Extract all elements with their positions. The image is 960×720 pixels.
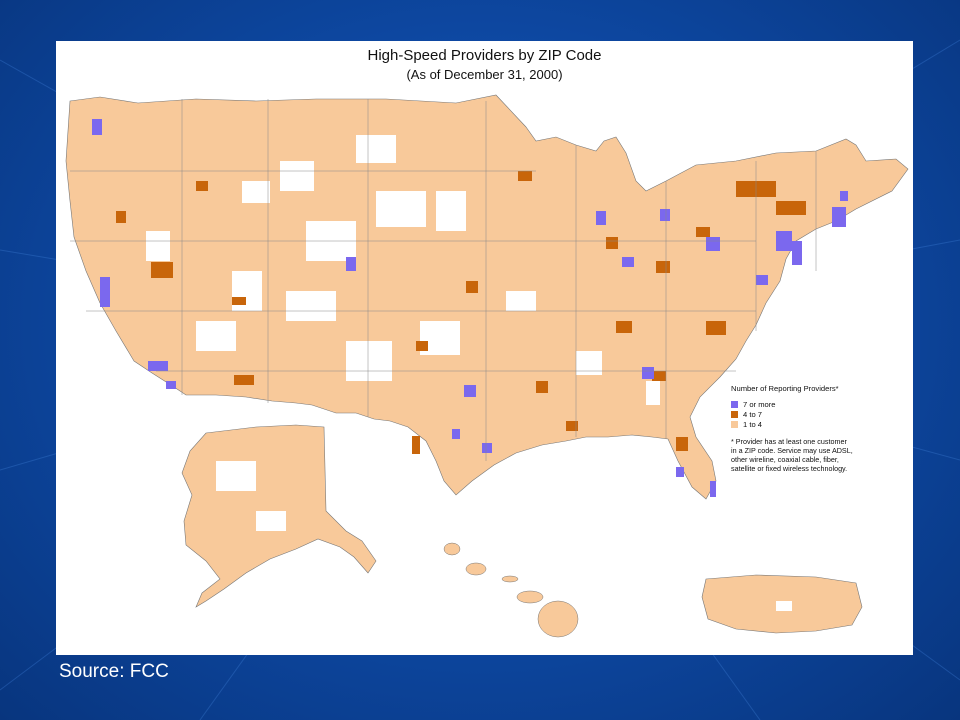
contiguous-us-shape: [65, 94, 909, 500]
hawaii-island-big: [537, 600, 579, 638]
map-subtitle: (As of December 31, 2000): [406, 67, 563, 82]
high-provider-areas: [92, 119, 848, 497]
legend-swatch-high: [731, 400, 738, 408]
legend-note-line: satellite or fixed wireless technology.: [731, 464, 848, 473]
legend-note-line: other wireline, coaxial cable, fiber,: [731, 455, 839, 464]
legend-label-high: 7 or more: [743, 399, 776, 409]
legend-label-mid: 4 to 7: [743, 409, 762, 419]
legend-swatch-low: [731, 420, 738, 428]
hawaii-island-maui: [516, 590, 544, 604]
legend-item-mid: 4 to 7: [731, 409, 906, 419]
hawaii-island-kauai: [443, 542, 461, 556]
hawaii-island-molokai: [501, 575, 519, 583]
state-borders: [70, 99, 817, 461]
legend-swatch-mid: [731, 410, 738, 418]
map-title: High-Speed Providers by ZIP Code: [367, 47, 602, 64]
source-credit: Source: FCC: [59, 661, 169, 682]
provider-map: [65, 94, 909, 638]
map-panel: High-Speed Providers by ZIP Code (As of …: [56, 41, 913, 655]
hawaii-island-oahu: [465, 562, 487, 576]
legend-item-low: 1 to 4: [731, 419, 906, 429]
legend: Number of Reporting Providers* 7 or more…: [731, 384, 906, 473]
legend-item-high: 7 or more: [731, 399, 906, 409]
legend-note: * Provider has at least one customer in …: [731, 437, 906, 473]
legend-label-low: 1 to 4: [743, 419, 762, 429]
legend-note-line: * Provider has at least one customer: [731, 437, 847, 446]
legend-note-line: in a ZIP code. Service may use ADSL,: [731, 446, 853, 455]
mid-provider-areas: [116, 171, 806, 454]
legend-title: Number of Reporting Providers*: [731, 384, 839, 393]
